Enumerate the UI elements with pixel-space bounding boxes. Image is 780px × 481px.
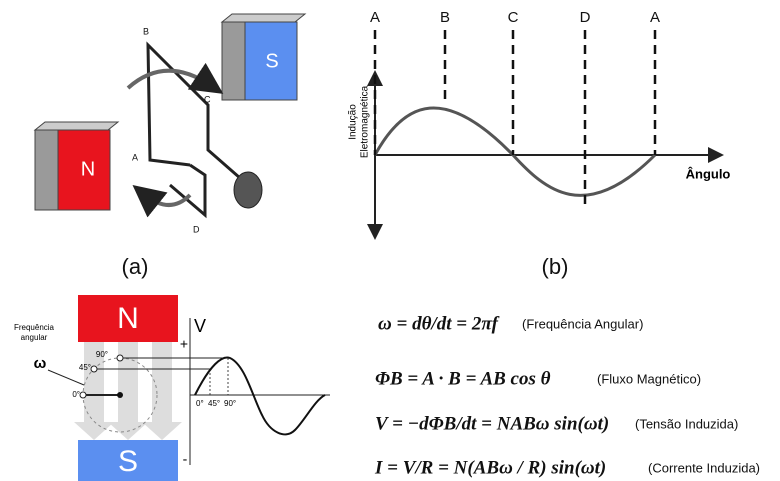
panel-c: N S 90° 45° 0° Frequência angular ω V + … xyxy=(14,295,330,481)
magnet-n-label: N xyxy=(81,158,95,180)
sine-curve xyxy=(195,357,325,434)
circle-angle: 90° xyxy=(96,350,108,359)
point-label: A xyxy=(132,152,138,162)
magnet-s-label: S xyxy=(265,50,278,72)
magnet-s-label: S xyxy=(118,445,138,478)
field-arrow xyxy=(74,342,114,440)
rotation-label: Frequência xyxy=(14,323,55,332)
equation: V = −dΦB/dt = NABω sin(ωt) xyxy=(375,413,609,434)
figure: N S A B C D (a) A B C D A Indução Eletro… xyxy=(0,0,780,481)
equation-note: (Fluxo Magnético) xyxy=(597,371,701,386)
pointer xyxy=(48,370,84,385)
center-dot xyxy=(117,392,123,398)
phase-tick: 0° xyxy=(196,399,204,408)
phase-tick: 90° xyxy=(224,399,236,408)
commutator xyxy=(234,172,262,208)
marker-label: D xyxy=(580,9,591,26)
field-arrow xyxy=(142,342,182,440)
loop xyxy=(170,165,205,215)
rotation-arrow xyxy=(128,71,210,88)
point-label: C xyxy=(204,94,211,104)
y-axis-label: Indução xyxy=(348,104,359,140)
angle-point xyxy=(80,392,86,398)
phase-tick: 45° xyxy=(208,399,220,408)
magnet-top xyxy=(35,122,118,130)
caption: (a) xyxy=(122,254,149,279)
equation: I = V/R = N(ABω / R) sin(ωt) xyxy=(374,457,606,478)
circle-angle: 45° xyxy=(79,363,91,372)
marker-label: A xyxy=(370,9,380,26)
equations: ω = dθ/dt = 2πf (Frequência Angular) ΦB … xyxy=(374,313,760,478)
sign-plus: + xyxy=(180,336,188,352)
x-axis-label: Ângulo xyxy=(686,166,731,181)
y-axis-label: Eletromagnética xyxy=(360,85,371,158)
caption: (b) xyxy=(542,254,569,279)
point-label: B xyxy=(143,26,149,36)
marker-label: B xyxy=(440,9,450,26)
magnet-side xyxy=(35,130,58,210)
axis-label: V xyxy=(194,316,206,336)
angle-point xyxy=(117,355,123,361)
omega: ω xyxy=(34,355,47,372)
equation-note: (Tensão Induzida) xyxy=(635,416,738,431)
sine-curve xyxy=(375,108,655,195)
marker-label: A xyxy=(650,9,660,26)
circle-angle: 0° xyxy=(72,390,80,399)
panel-b: A B C D A Indução Eletromagnética Ângulo… xyxy=(348,9,731,279)
marker-label: C xyxy=(508,9,519,26)
sign-minus: - xyxy=(183,451,188,467)
equation-note: (Frequência Angular) xyxy=(522,316,643,331)
angle-point xyxy=(91,366,97,372)
equation: ΦB = A · B = AB cos θ xyxy=(375,368,551,389)
magnet-top xyxy=(222,14,305,22)
panel-a: N S A B C D (a) xyxy=(35,14,305,279)
rotation-label: angular xyxy=(21,333,48,342)
point-label: D xyxy=(193,224,200,234)
equation: ω = dθ/dt = 2πf xyxy=(378,313,500,334)
field-arrow xyxy=(108,342,148,440)
magnet-n-label: N xyxy=(117,302,139,335)
magnet-side xyxy=(222,22,245,100)
equation-note: (Corrente Induzida) xyxy=(648,460,760,475)
